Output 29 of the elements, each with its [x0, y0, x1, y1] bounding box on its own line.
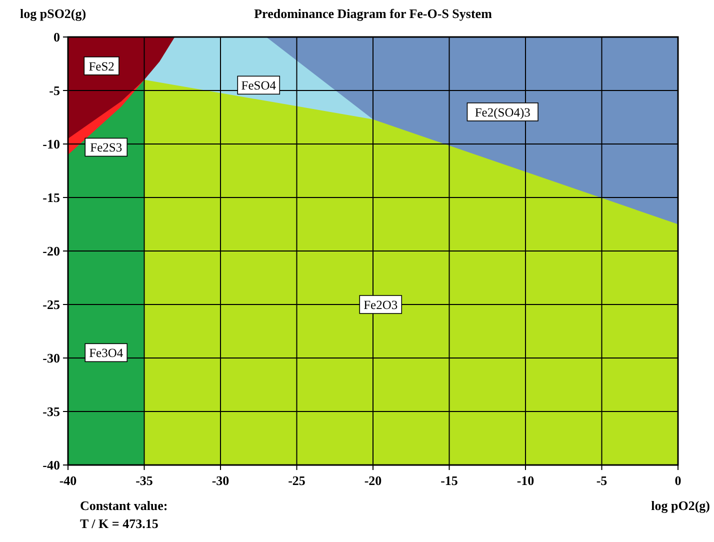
x-tick-label: -40 — [59, 473, 77, 488]
series-label: FeS2 — [88, 59, 114, 74]
x-tick-label: -5 — [596, 473, 608, 488]
series-label: Fe3O4 — [89, 346, 124, 360]
x-tick-label: -15 — [440, 473, 458, 488]
x-axis-title: log pO2(g) — [651, 498, 710, 513]
y-tick-label: -5 — [49, 83, 60, 98]
x-tick-label: 0 — [674, 473, 682, 488]
y-tick-label: -10 — [42, 136, 60, 152]
x-tick-label: -30 — [212, 473, 230, 488]
y-tick-label: -25 — [42, 297, 60, 312]
text: T / K = 473.15 — [80, 516, 159, 531]
x-tick-label: -10 — [516, 473, 534, 488]
series-label: Fe2(SO4)3 — [474, 105, 530, 120]
y-tick-label: -15 — [42, 190, 60, 206]
x-tick-label: -20 — [364, 473, 382, 488]
y-tick-label: -30 — [42, 350, 60, 366]
x-tick-label: -35 — [136, 473, 154, 488]
y-tick-label: -40 — [42, 458, 60, 473]
series-label: Fe2O3 — [364, 298, 398, 312]
x-tick-label: -25 — [288, 473, 306, 488]
text: Constant value: — [80, 498, 168, 513]
chart-title: Predominance Diagram for Fe-O-S System — [254, 6, 492, 21]
y-tick-label: -20 — [42, 244, 60, 259]
series-label: Fe2S3 — [90, 140, 122, 155]
y-tick-label: 0 — [54, 30, 60, 45]
series-label: FeSO4 — [241, 78, 277, 93]
y-tick-label: -35 — [42, 404, 60, 420]
y-axis-title: log pSO2(g) — [20, 6, 86, 21]
